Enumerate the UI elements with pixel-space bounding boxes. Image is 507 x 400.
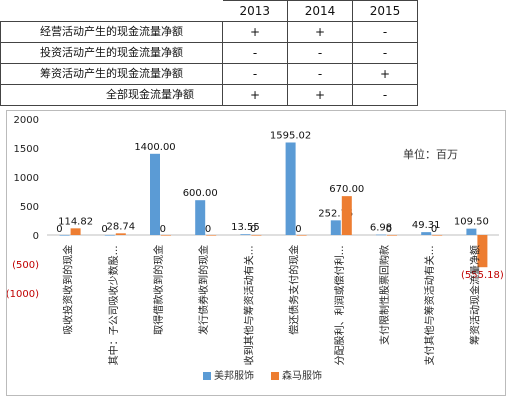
sign-cell: + — [352, 63, 418, 85]
data-label: 252.75 — [318, 208, 353, 219]
data-label: 114.82 — [58, 216, 93, 227]
y-tick-label: 1500 — [14, 144, 39, 155]
sign-cell: + — [287, 84, 353, 106]
bar — [330, 220, 341, 235]
unit-note: 单位：百万 — [403, 147, 458, 161]
sign-cell: - — [352, 84, 418, 106]
data-label: 0 — [205, 224, 211, 235]
sign-cell: - — [352, 42, 418, 64]
year-header: 2013 — [222, 0, 288, 22]
category-label: 收到其他与筹资活动有关… — [242, 245, 255, 365]
sign-cell: + — [222, 84, 288, 106]
category-label: 吸收投资收到的现金 — [62, 245, 75, 335]
bar — [477, 235, 488, 268]
data-label: 28.74 — [106, 221, 135, 232]
sign-cell: + — [222, 21, 288, 43]
legend-entry: 美邦服饰 — [214, 369, 254, 382]
bar — [466, 228, 477, 235]
category-label: 其中：子公司吸收少数股… — [107, 245, 120, 365]
category-label: 分配股利、利润或偿付利… — [333, 245, 346, 365]
legend-swatch — [271, 372, 279, 380]
data-label: 0 — [386, 224, 392, 235]
bar — [240, 234, 251, 235]
bar — [376, 234, 386, 236]
data-label: 0 — [101, 224, 107, 235]
data-label: 0 — [431, 224, 437, 235]
category-label: 支付其他与筹资活动有关… — [423, 245, 436, 365]
category-label: 筹资活动现金流量净额 — [468, 245, 481, 345]
bar — [59, 235, 70, 236]
y-tick-label: (500) — [12, 260, 39, 271]
y-tick-label: (1000) — [7, 289, 39, 300]
data-label: 0 — [56, 224, 62, 235]
table-corner — [0, 0, 223, 22]
sign-cell: - — [222, 42, 288, 64]
data-label: 109.50 — [454, 217, 489, 228]
data-label: 49.31 — [412, 220, 441, 231]
year-header: 2014 — [287, 0, 353, 22]
sign-cell: + — [287, 21, 353, 43]
sign-cell: - — [287, 63, 353, 85]
data-label: 670.00 — [329, 184, 364, 195]
bar — [150, 153, 160, 235]
data-label: 0 — [295, 224, 301, 235]
sign-table: 2013 2014 2015 经营活动产生的现金流量净额 + + - 投资活动产… — [0, 0, 418, 106]
bar — [387, 235, 397, 236]
category-label: 取得借款收到的现金 — [152, 245, 165, 335]
y-tick-label: 1000 — [14, 173, 39, 184]
row-label: 全部现金流量净额 — [0, 84, 223, 106]
category-label: 支付限制性股票回购款 — [378, 245, 391, 345]
category-label: 发行债券收到的现金 — [197, 245, 210, 335]
bar — [195, 200, 206, 235]
bar — [161, 235, 171, 236]
bar — [104, 235, 115, 236]
data-label: 0 — [250, 224, 256, 235]
bar-chart: (1000) (500) 0 500 1000 1500 2000 单位：百万 0 0 1400.0… — [7, 115, 504, 382]
bar — [432, 235, 443, 236]
category-label: 偿还债务支付的现金 — [288, 245, 301, 335]
table-row: 投资活动产生的现金流量净额 - - - — [0, 42, 418, 64]
y-tick-label: 500 — [20, 202, 39, 213]
table-row: 全部现金流量净额 + + - — [0, 84, 418, 106]
row-label: 经营活动产生的现金流量净额 — [0, 21, 223, 43]
data-label: 0 — [160, 224, 166, 235]
data-label: 1400.00 — [134, 142, 175, 153]
sign-cell: - — [352, 21, 418, 43]
y-tick-label: 2000 — [14, 115, 39, 126]
table-row: 经营活动产生的现金流量净额 + + - — [0, 21, 418, 43]
row-label: 投资活动产生的现金流量净额 — [0, 42, 223, 64]
bar — [341, 196, 352, 235]
legend-swatch — [203, 372, 211, 380]
bar — [421, 232, 432, 235]
sign-cell: - — [222, 63, 288, 85]
bar — [206, 235, 217, 236]
data-label: 6.98 — [370, 223, 392, 234]
bar — [296, 235, 307, 236]
data-label: 1595.02 — [270, 130, 311, 141]
bar — [70, 228, 81, 235]
year-header: 2015 — [352, 0, 418, 22]
bar — [115, 233, 126, 235]
chart-area: (1000) (500) 0 500 1000 1500 2000 单位：百万 0 0 1400.0… — [6, 110, 506, 396]
bar — [285, 142, 296, 235]
legend-entry: 森马服饰 — [282, 369, 322, 382]
sign-cell: - — [287, 42, 353, 64]
data-label: 13.55 — [231, 222, 260, 233]
data-label: 600.00 — [183, 188, 218, 199]
bar — [251, 235, 262, 236]
row-label: 筹资活动产生的现金流量净额 — [0, 63, 223, 85]
data-label: (555.18) — [461, 270, 504, 281]
table-row: 筹资活动产生的现金流量净额 - - + — [0, 63, 418, 85]
y-tick-label: 0 — [33, 231, 39, 242]
table-header-row: 2013 2014 2015 — [0, 0, 418, 22]
